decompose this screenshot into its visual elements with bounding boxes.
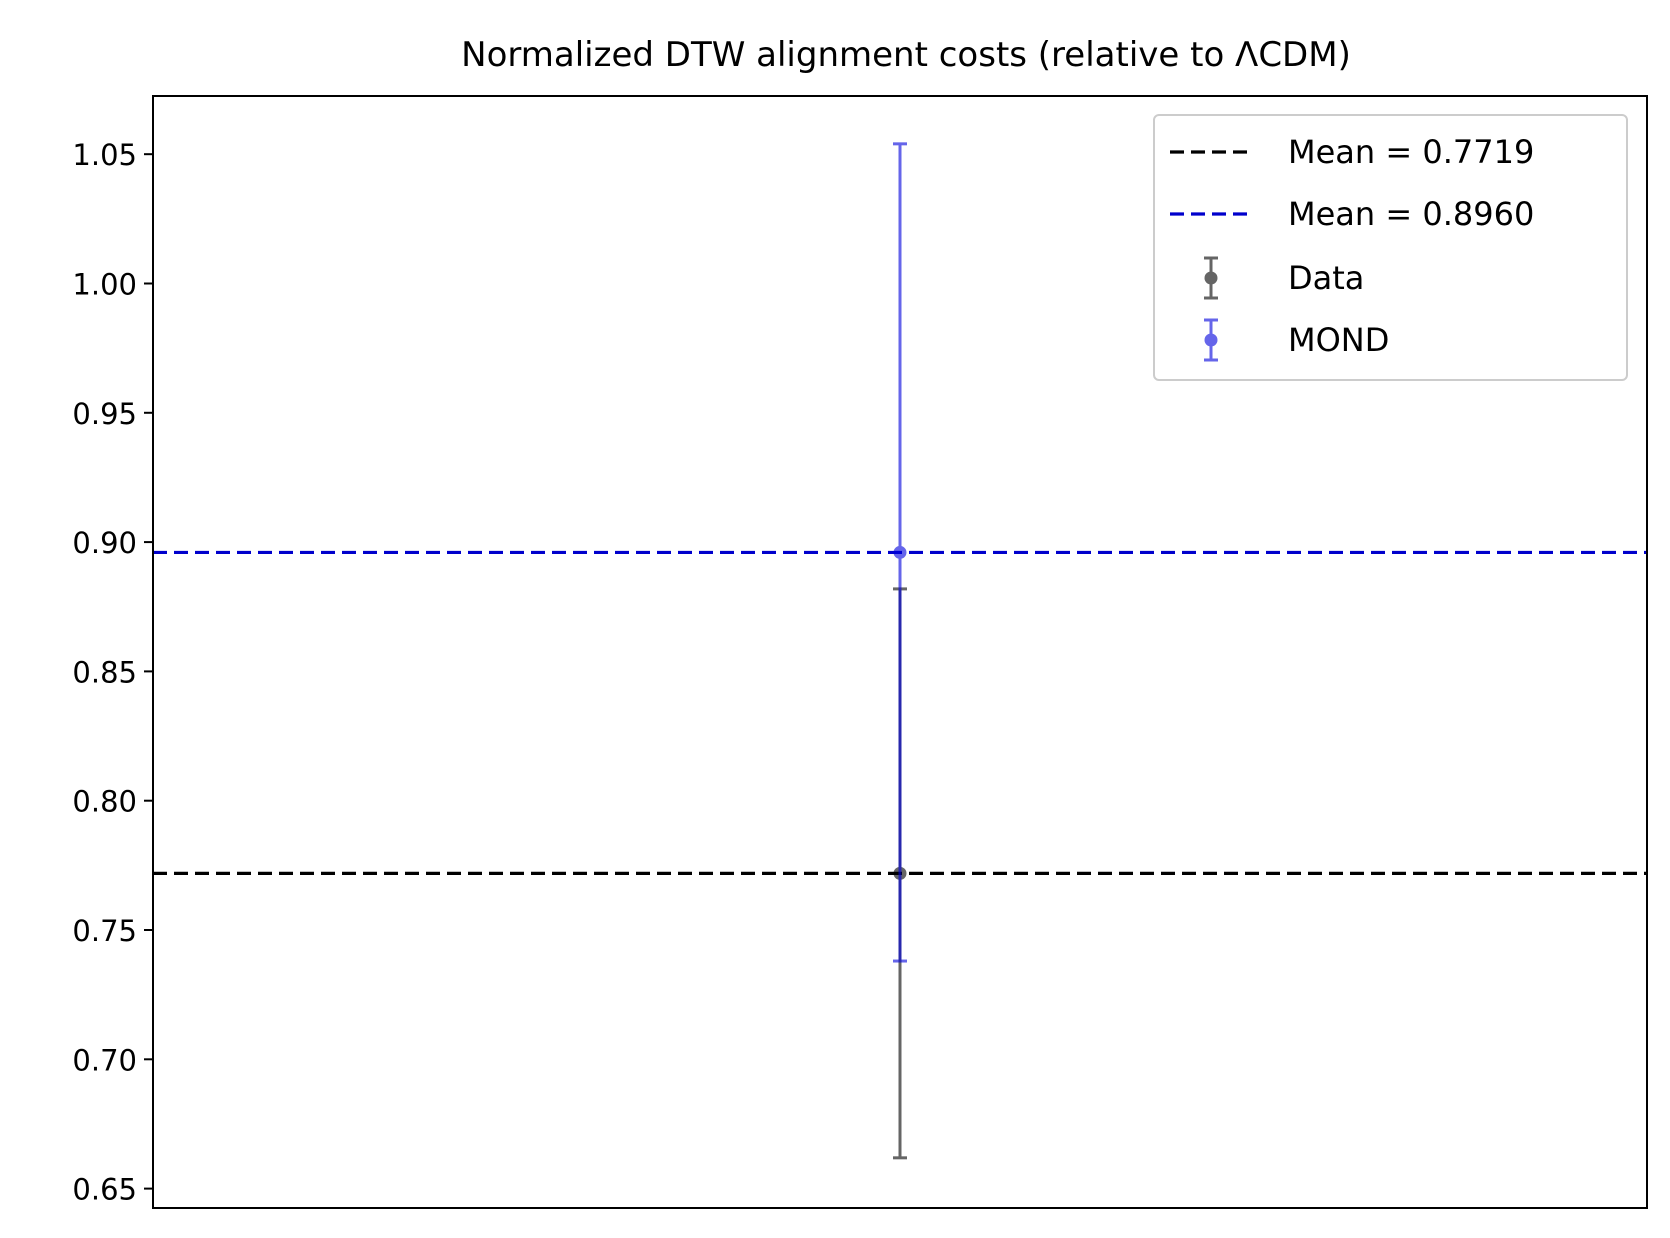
data-point-mond xyxy=(893,545,907,559)
legend-label: MOND xyxy=(1288,321,1389,359)
errorbar-mond xyxy=(893,142,907,963)
y-tick-label: 1.00 xyxy=(72,267,137,301)
y-tick-label: 0.75 xyxy=(72,914,137,948)
y-tick-label: 0.90 xyxy=(72,526,137,560)
legend-marker-data xyxy=(1204,256,1218,300)
plot-frame xyxy=(152,95,1648,1209)
legend-point xyxy=(1204,271,1218,285)
chart-title: Normalized DTW alignment costs (relative… xyxy=(461,35,1351,75)
y-tick-label: 0.85 xyxy=(72,655,137,689)
y-axis: 0.65 0.70 0.75 0.80 0.85 0.90 0.95 1.00 1.05 xyxy=(72,138,153,1207)
legend-marker-mond xyxy=(1204,318,1218,362)
legend-label: Mean = 0.7719 xyxy=(1288,133,1534,171)
legend-label: Data xyxy=(1288,259,1364,297)
y-tick-label: 0.70 xyxy=(72,1043,137,1077)
legend-box xyxy=(1153,114,1628,381)
legend: Mean = 0.7719 Mean = 0.8960 Data MOND xyxy=(1153,114,1628,381)
legend-point xyxy=(1204,333,1218,347)
y-tick-label: 0.95 xyxy=(72,397,137,431)
plot-area xyxy=(152,95,1648,1209)
y-tick-label: 0.80 xyxy=(72,785,137,819)
y-tick-label: 1.05 xyxy=(72,138,137,172)
legend-label: Mean = 0.8960 xyxy=(1288,195,1534,233)
y-tick-label: 0.65 xyxy=(72,1173,137,1207)
